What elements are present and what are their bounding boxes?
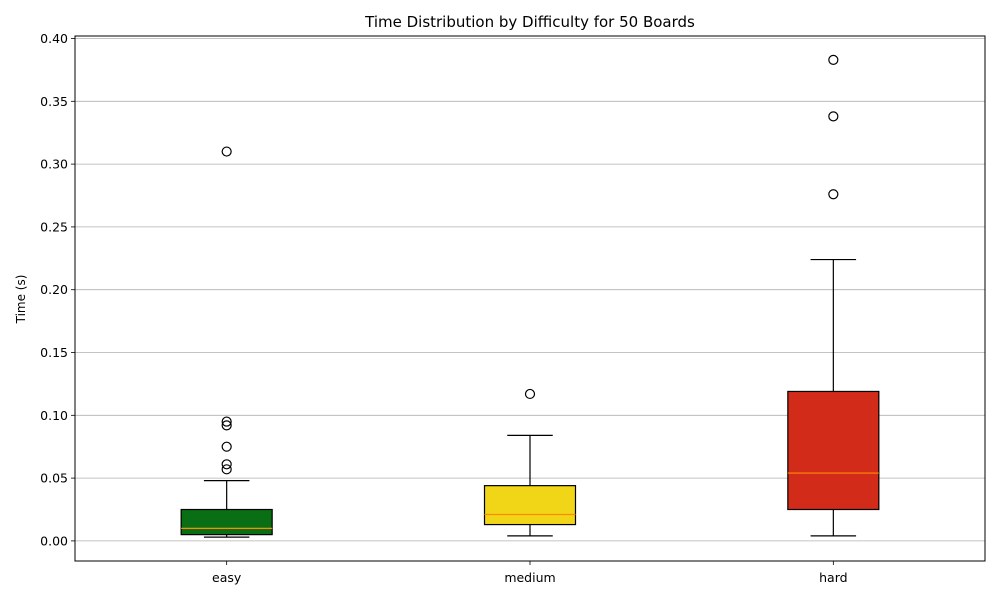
outlier-hard-0 (828, 54, 839, 65)
outlier-medium-0 (524, 388, 536, 400)
y-tick-label-3: 0.15 (40, 345, 68, 360)
grid-layer (75, 38, 985, 542)
outlier-easy-3 (221, 441, 232, 452)
outlier-hard-2 (828, 189, 839, 200)
x-tick-label-easy: easy (212, 570, 242, 585)
y-tick-label-7: 0.35 (40, 94, 68, 109)
y-axis-ticks: 0.00 0.05 0.10 0.15 0.20 0.25 0.30 0.35 0.40 (40, 31, 75, 548)
outlier-hard-1 (828, 111, 839, 122)
y-tick-label-6: 0.30 (40, 157, 68, 172)
y-tick-label-2: 0.10 (40, 408, 68, 423)
box-group-medium (483, 388, 577, 537)
chart-title: Time Distribution by Difficulty for 50 B… (364, 13, 695, 31)
x-tick-label-medium: medium (504, 570, 555, 585)
x-axis-ticks: easy medium hard (212, 561, 848, 585)
x-tick-label-hard: hard (819, 570, 847, 585)
y-tick-label-8: 0.40 (40, 31, 68, 46)
box-group-easy (180, 146, 273, 538)
outlier-easy-0 (221, 146, 232, 157)
box-group-hard (787, 54, 880, 537)
outlier-easy-5 (221, 464, 232, 475)
box-hard (787, 390, 880, 511)
y-tick-label-1: 0.05 (40, 471, 68, 486)
y-tick-label-4: 0.20 (40, 282, 68, 297)
y-axis-label: Time (s) (14, 275, 28, 325)
outlier-easy-4 (221, 459, 232, 470)
outlier-easy-2 (221, 420, 232, 431)
outlier-easy-1 (221, 416, 232, 427)
plot-frame (74, 35, 986, 562)
boxes-layer (180, 54, 880, 538)
box-medium (483, 485, 577, 526)
y-tick-label-0: 0.00 (40, 533, 68, 548)
box-easy (180, 508, 273, 536)
y-tick-label-5: 0.25 (40, 219, 68, 234)
